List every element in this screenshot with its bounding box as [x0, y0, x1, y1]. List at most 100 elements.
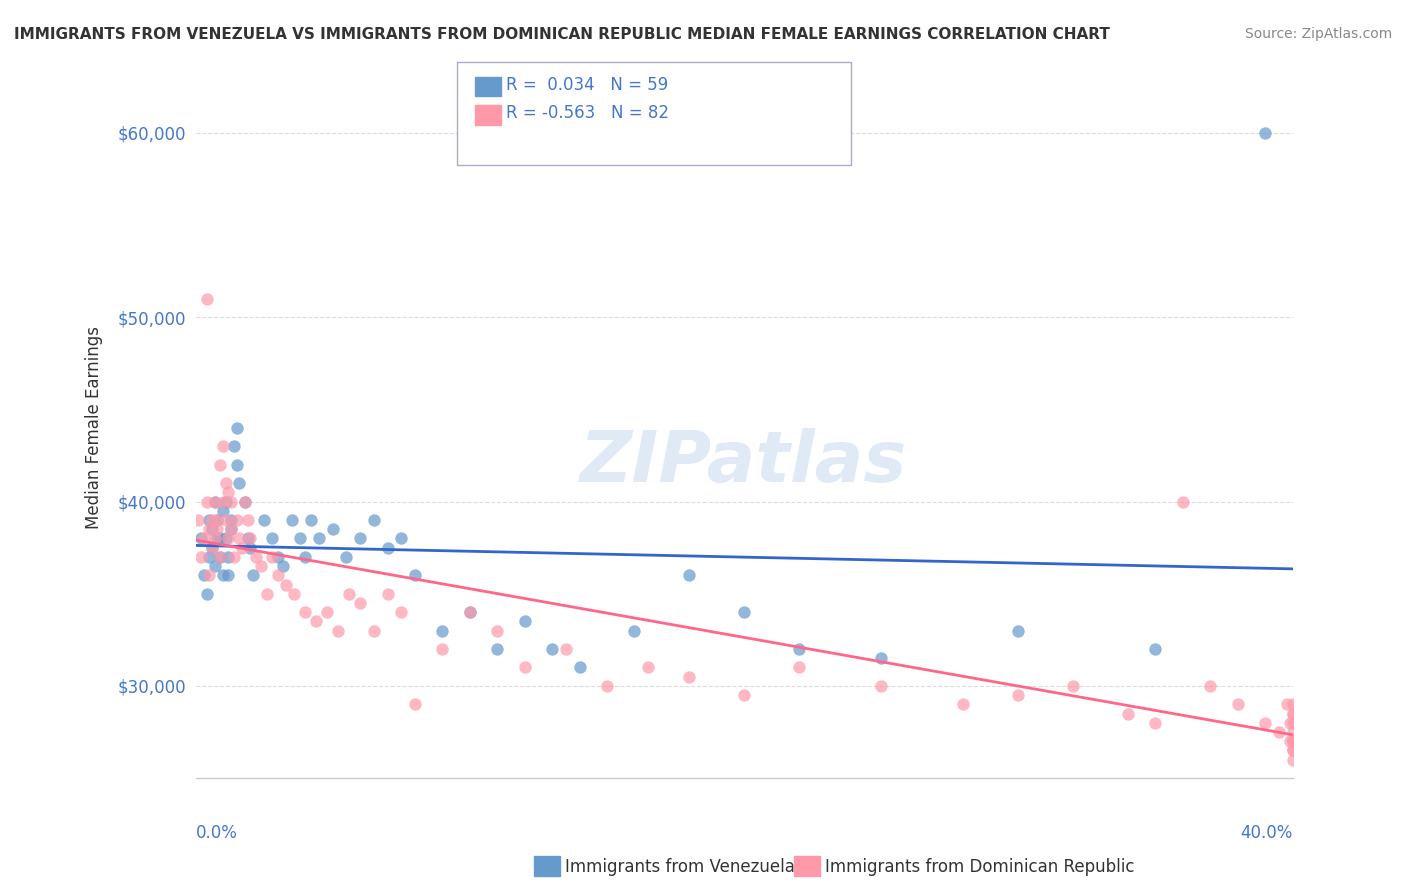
- Point: [335, 549, 357, 564]
- Point: [294, 605, 316, 619]
- Point: [377, 587, 399, 601]
- Point: [219, 522, 242, 536]
- Point: [1281, 715, 1303, 730]
- Point: [271, 559, 294, 574]
- Point: [236, 513, 259, 527]
- Point: [253, 513, 276, 527]
- Point: [222, 439, 245, 453]
- Point: [363, 513, 385, 527]
- Point: [228, 476, 250, 491]
- Point: [432, 624, 454, 638]
- Point: [349, 532, 371, 546]
- Point: [1281, 734, 1303, 748]
- Point: [225, 421, 247, 435]
- Point: [193, 532, 215, 546]
- Point: [201, 513, 224, 527]
- Point: [1281, 734, 1303, 748]
- Text: IMMIGRANTS FROM VENEZUELA VS IMMIGRANTS FROM DOMINICAN REPUBLIC MEDIAN FEMALE EA: IMMIGRANTS FROM VENEZUELA VS IMMIGRANTS …: [14, 27, 1109, 42]
- Point: [231, 541, 253, 555]
- Point: [267, 568, 290, 582]
- Point: [207, 532, 229, 546]
- Point: [195, 494, 218, 508]
- Point: [432, 642, 454, 657]
- Point: [239, 532, 262, 546]
- Point: [322, 522, 344, 536]
- Point: [212, 494, 235, 508]
- Point: [262, 549, 284, 564]
- Point: [1254, 126, 1277, 140]
- Point: [1281, 706, 1303, 721]
- Point: [198, 549, 221, 564]
- Point: [541, 642, 564, 657]
- Point: [280, 513, 302, 527]
- Point: [256, 587, 278, 601]
- Point: [1281, 706, 1303, 721]
- Text: 40.0%: 40.0%: [1240, 824, 1292, 842]
- Point: [1281, 743, 1303, 757]
- Point: [1226, 698, 1249, 712]
- Point: [1281, 753, 1303, 767]
- Point: [212, 439, 235, 453]
- Point: [198, 568, 221, 582]
- Point: [242, 568, 264, 582]
- Point: [274, 577, 297, 591]
- Point: [219, 494, 242, 508]
- Point: [209, 549, 232, 564]
- Point: [1281, 725, 1303, 739]
- Point: [513, 615, 536, 629]
- Point: [215, 532, 238, 546]
- Point: [513, 660, 536, 674]
- Point: [219, 522, 242, 536]
- Point: [198, 513, 221, 527]
- Text: Immigrants from Dominican Republic: Immigrants from Dominican Republic: [825, 858, 1135, 876]
- Point: [733, 688, 755, 702]
- Point: [1144, 715, 1167, 730]
- Point: [1281, 698, 1303, 712]
- Point: [233, 494, 256, 508]
- Point: [377, 541, 399, 555]
- Point: [262, 532, 284, 546]
- Point: [217, 485, 239, 500]
- Point: [207, 513, 229, 527]
- Text: Source: ZipAtlas.com: Source: ZipAtlas.com: [1244, 27, 1392, 41]
- Point: [637, 660, 659, 674]
- Point: [201, 541, 224, 555]
- Point: [1007, 688, 1029, 702]
- Point: [222, 549, 245, 564]
- Point: [233, 494, 256, 508]
- Point: [239, 541, 262, 555]
- Point: [245, 549, 267, 564]
- Point: [554, 642, 576, 657]
- Text: Immigrants from Venezuela: Immigrants from Venezuela: [565, 858, 794, 876]
- Point: [1281, 734, 1303, 748]
- Point: [1275, 698, 1298, 712]
- Point: [207, 513, 229, 527]
- Point: [787, 642, 810, 657]
- Point: [198, 522, 221, 536]
- Point: [212, 504, 235, 518]
- Point: [190, 532, 212, 546]
- Point: [316, 605, 339, 619]
- Point: [1062, 679, 1084, 693]
- Point: [1268, 725, 1291, 739]
- Point: [389, 605, 412, 619]
- Point: [1144, 642, 1167, 657]
- Point: [568, 660, 591, 674]
- Point: [404, 698, 426, 712]
- Point: [267, 549, 290, 564]
- Point: [870, 679, 893, 693]
- Point: [195, 292, 218, 306]
- Point: [250, 559, 273, 574]
- Point: [596, 679, 619, 693]
- Point: [215, 476, 238, 491]
- Point: [195, 587, 218, 601]
- Point: [219, 513, 242, 527]
- Point: [337, 587, 360, 601]
- Point: [212, 568, 235, 582]
- Point: [787, 660, 810, 674]
- Text: ZIPatlas: ZIPatlas: [581, 428, 908, 498]
- Point: [328, 624, 350, 638]
- Point: [236, 532, 259, 546]
- Point: [458, 605, 481, 619]
- Point: [215, 513, 238, 527]
